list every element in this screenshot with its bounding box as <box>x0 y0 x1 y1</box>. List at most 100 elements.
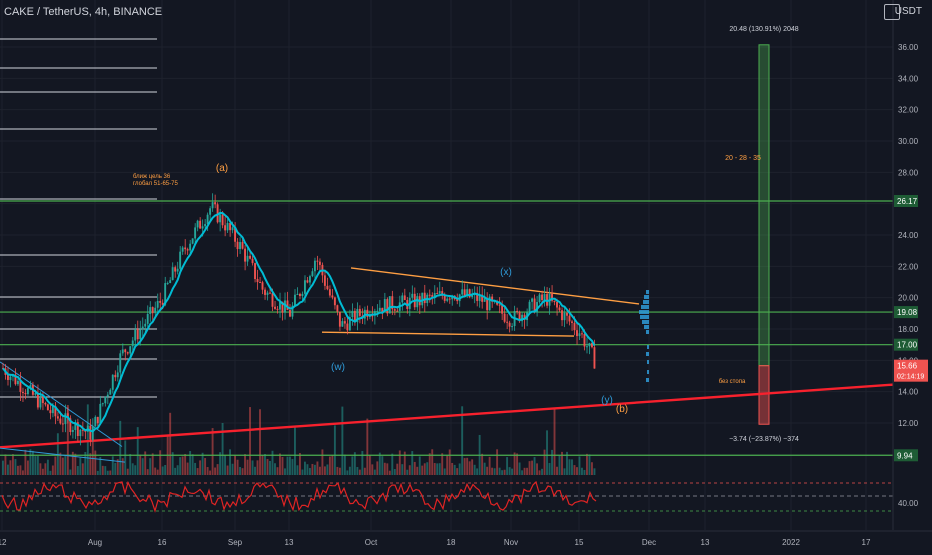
volume-bar <box>171 452 174 475</box>
volume-profile-bar <box>640 315 649 319</box>
candle-body <box>261 282 264 290</box>
volume-bar <box>466 457 469 475</box>
candle-body <box>279 301 281 310</box>
candle-body <box>371 315 374 317</box>
candle-body <box>531 298 534 302</box>
candle-body <box>416 296 419 308</box>
candle-body <box>166 283 169 285</box>
volume-bar <box>74 453 77 475</box>
volume-bar <box>271 450 274 475</box>
volume-bar <box>51 465 54 475</box>
volume-bar <box>179 457 182 475</box>
volume-bar <box>551 449 553 475</box>
volume-bar <box>476 468 479 475</box>
price-tick-label: 32.00 <box>898 106 919 115</box>
candle-body <box>433 293 436 297</box>
candle-body <box>451 295 454 300</box>
volume-bar <box>468 461 471 475</box>
position-loss-label: −3.74 (−23.87%) −374 <box>729 436 799 443</box>
candle-body <box>336 305 339 312</box>
candle-body <box>313 260 316 272</box>
time-axis: 12 Aug 16 Sep 13 Oct 18 Nov 15 Dec 13 2022 17 <box>0 530 932 550</box>
volume-bar <box>16 465 19 475</box>
volume-bar <box>486 466 489 475</box>
candle-body <box>331 295 334 298</box>
symbol-title[interactable]: CAKE / TetherUS, 4h, BINANCE <box>4 6 163 18</box>
wave-label-w: (w) <box>331 362 345 373</box>
chart-settings-icon[interactable] <box>884 4 900 20</box>
volume-bar <box>581 467 583 475</box>
candle-body <box>476 292 479 301</box>
candle-body <box>246 255 249 262</box>
long-position-tool <box>758 44 770 425</box>
candle-body <box>24 393 27 395</box>
candle-body <box>373 311 376 316</box>
volume-bar <box>506 457 509 475</box>
volume-bar <box>54 456 57 475</box>
target-note-line-2: глобал 51-65-75 <box>133 181 178 187</box>
candle-body <box>386 299 389 314</box>
volume-bar <box>586 453 588 475</box>
candle-body <box>353 310 356 323</box>
candle-body <box>316 260 319 262</box>
candle-body <box>109 389 112 395</box>
volume-bar <box>39 463 42 475</box>
volume-bar <box>294 427 296 475</box>
volume-bar <box>591 462 593 475</box>
price-tick-label: 20.00 <box>898 294 919 303</box>
fib-white-levels <box>0 38 157 398</box>
candle-body <box>366 309 369 317</box>
volume-bar <box>566 451 568 475</box>
volume-profile-bar <box>644 295 649 299</box>
candle-body <box>443 295 446 301</box>
volume-bar <box>151 453 154 475</box>
candle-body <box>266 292 269 295</box>
volume-bar <box>59 452 62 475</box>
volume-bar <box>458 463 461 475</box>
volume-bar <box>511 468 514 475</box>
volume-bar <box>336 466 339 475</box>
volume-profile-bar <box>647 360 649 364</box>
volume-bar <box>521 470 524 475</box>
volume-bar <box>358 469 361 475</box>
volume-bar <box>433 463 436 475</box>
volume-bar <box>573 465 576 475</box>
volume-bar <box>348 466 351 475</box>
volume-bar <box>333 425 336 475</box>
candle-body <box>111 374 114 390</box>
candle-body <box>291 305 294 317</box>
volume-bar <box>421 465 424 475</box>
time-tick-label: 2022 <box>782 538 800 547</box>
candle-body <box>466 289 469 296</box>
last-price-value: 15.66 <box>897 362 918 371</box>
volume-bar <box>578 456 581 475</box>
candle-body <box>149 307 152 315</box>
currency-label[interactable]: USDT <box>894 6 922 17</box>
volume-bar <box>496 449 499 475</box>
volume-bar <box>391 453 394 475</box>
candle-body <box>294 294 296 306</box>
price-tick-label: 18.00 <box>898 325 919 334</box>
volume-bar <box>548 463 551 475</box>
candle-body <box>254 263 256 280</box>
candle-body <box>169 280 172 284</box>
volume-bar <box>518 462 521 475</box>
candle-body <box>9 376 12 381</box>
volume-bar <box>313 464 316 475</box>
volume-bar <box>546 430 548 475</box>
volume-bar <box>321 449 324 475</box>
volume-bar <box>553 408 556 475</box>
volume-bar <box>146 469 149 475</box>
volume-bars <box>2 404 596 475</box>
volume-bar <box>306 464 309 475</box>
candlestick-series <box>2 193 596 447</box>
volume-bar <box>353 452 356 475</box>
candle-body <box>306 280 309 283</box>
candle-body <box>284 300 286 313</box>
candle-body <box>214 202 217 205</box>
volume-bar <box>398 450 401 475</box>
volume-bar <box>251 460 254 475</box>
wedge-lower-line <box>321 331 575 337</box>
